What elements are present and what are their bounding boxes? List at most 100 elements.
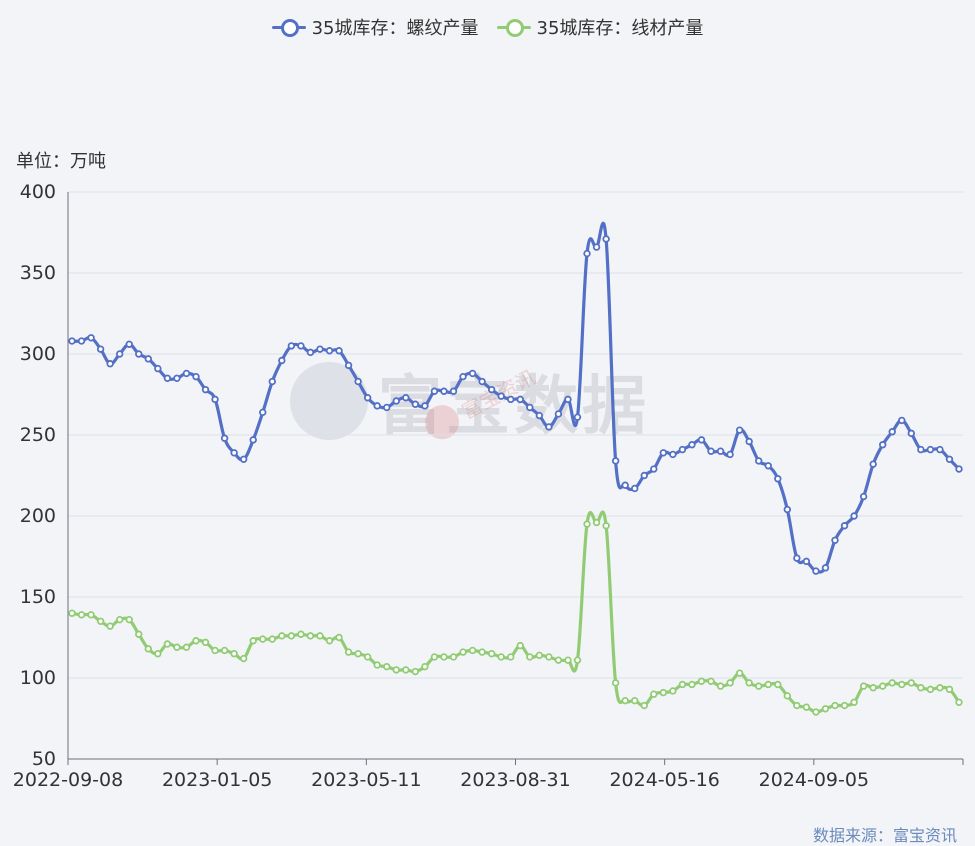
data-point [678,445,687,454]
data-point [373,402,381,410]
data-point [516,641,524,650]
data-point [430,653,439,661]
data-point [926,445,935,454]
data-point [411,400,420,408]
data-point [821,564,830,572]
data-point [478,377,486,386]
y-tick-label: 350 [20,262,56,284]
data-point [316,632,324,640]
data-point [745,679,753,687]
data-point [335,633,343,642]
legend-wire-swatch [496,18,531,37]
data-point [955,698,963,706]
data-point [821,705,830,713]
data-point [459,648,467,656]
data-point [268,377,276,386]
data-point [392,397,400,405]
data-point [106,360,114,368]
x-tick-label: 2022-09-08 [13,769,123,791]
x-tick-label: 2024-09-05 [759,769,869,791]
data-point [735,669,744,677]
data-point [249,637,257,645]
data-point [259,408,267,417]
data-point [135,630,143,638]
data-point [812,567,820,575]
data-point [726,450,734,459]
data-point [764,462,772,470]
data-point [907,679,916,687]
data-point [220,646,229,655]
data-point [678,680,687,689]
data-point [468,369,477,378]
data-point [859,492,868,501]
data-point [154,364,162,373]
data-point [239,455,248,463]
series-line [71,510,961,714]
data-point [507,395,515,404]
data-point [840,522,849,530]
data-point [812,708,820,716]
data-point [535,411,544,420]
data-point [631,696,639,705]
data-point [115,350,124,358]
data-point [77,611,86,619]
data-point [697,436,706,444]
data-point [230,650,238,658]
data-point [230,449,238,457]
data-point [163,640,172,648]
data-point [325,637,334,645]
data-point [306,632,315,640]
data-point [77,337,86,345]
data-point [316,345,324,353]
data-point [96,345,105,353]
data-point [192,372,200,381]
data-point [535,651,544,660]
series-wire [68,510,963,716]
legend: 35城库存：螺纹产量 35城库存：线材产量 [0,14,975,40]
legend-item-wire[interactable]: 35城库存：线材产量 [496,14,704,40]
data-point [583,249,591,258]
data-point [869,460,877,468]
data-point [468,646,477,655]
data-point [87,334,95,342]
data-point [287,632,296,640]
data-point [764,680,772,689]
data-point [363,653,372,661]
y-tick-label: 300 [20,343,56,365]
y-tick-label: 50 [32,748,56,770]
data-point [640,471,648,480]
data-point [831,701,839,710]
data-point [936,445,944,454]
data-point [526,653,534,661]
data-point [850,698,858,706]
series-line [71,221,961,574]
data-point [211,395,219,404]
data-point [173,374,181,382]
legend-wire-label: 35城库存：线材产量 [536,18,704,39]
data-point [669,687,677,695]
x-tick-label: 2024-05-16 [609,769,719,791]
data-point [898,680,906,689]
x-tick-label: 2023-01-05 [162,769,272,791]
data-point [297,342,305,350]
data-point [840,701,849,710]
data-point [449,653,458,661]
data-point [621,696,629,705]
data-point [430,387,439,395]
data-point [621,481,629,489]
data-point [564,656,572,664]
data-point [373,661,381,669]
data-point [802,557,811,566]
data-point [363,394,372,402]
data-point [898,416,906,425]
data-point [545,423,553,431]
data-point [335,347,343,355]
data-point [526,403,534,412]
data-point [68,337,76,345]
data-point [774,680,782,689]
legend-item-rebar[interactable]: 35城库存：螺纹产量 [271,14,479,40]
data-point [173,643,181,651]
data-point [487,650,496,658]
x-tick-label: 2023-08-31 [460,769,570,791]
data-point [306,348,315,357]
